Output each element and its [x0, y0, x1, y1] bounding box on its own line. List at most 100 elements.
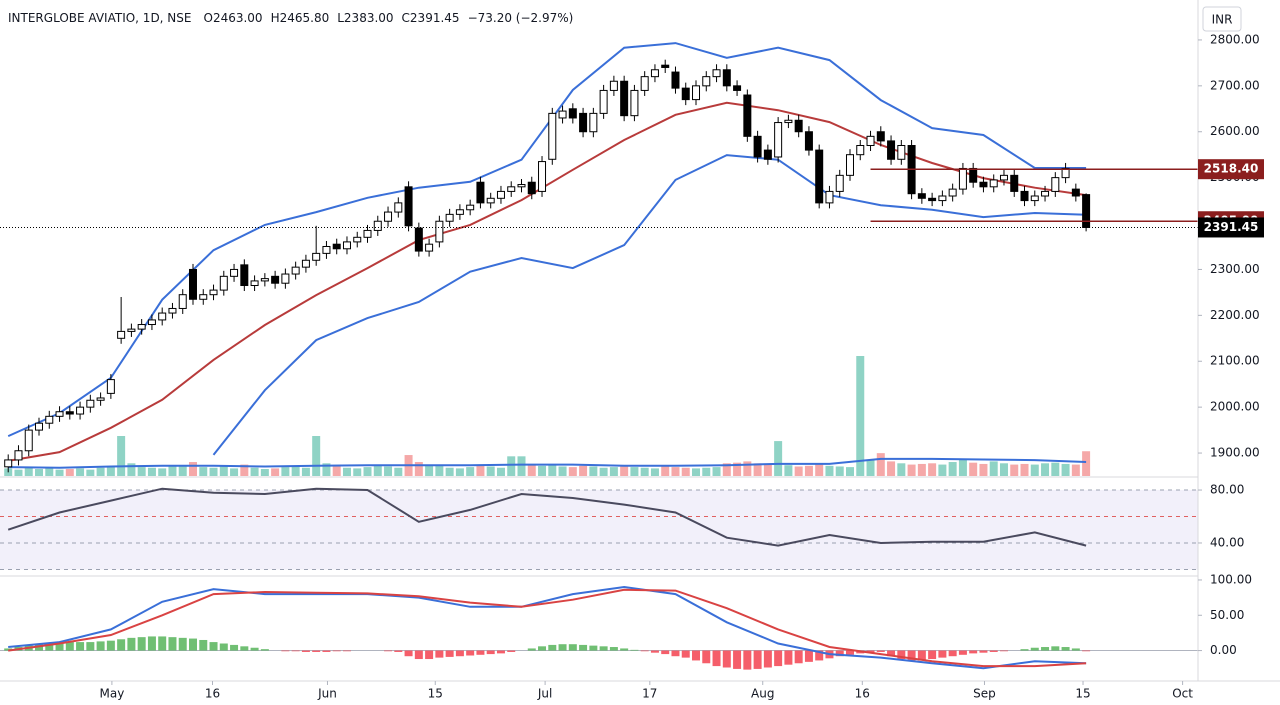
- candle-body: [117, 330, 126, 339]
- ohlc-label: O2463.00: [204, 11, 263, 25]
- candle-body: [815, 149, 824, 204]
- histogram-bar: [928, 650, 937, 660]
- candle-body: [14, 450, 23, 461]
- macd-line: [8, 585, 1087, 670]
- volume-bar: [620, 465, 629, 476]
- candle-body: [856, 145, 865, 156]
- candle-body: [168, 307, 177, 314]
- x-tick-label: Oct: [1172, 687, 1193, 701]
- price-tag: [1198, 159, 1264, 180]
- volume-bar: [96, 467, 105, 476]
- histogram-bar: [1082, 650, 1091, 652]
- y-tick-label: 2700.00: [1210, 78, 1260, 92]
- candle-body: [866, 135, 875, 147]
- candle-body: [548, 112, 557, 160]
- histogram-bar: [127, 637, 136, 651]
- candle-body: [774, 122, 783, 158]
- histogram-bar: [650, 650, 659, 653]
- candle-body: [414, 227, 423, 252]
- candle-body: [260, 278, 269, 282]
- candle-body: [958, 167, 967, 190]
- volume-bar: [117, 436, 126, 476]
- histogram-bar: [209, 642, 218, 651]
- histogram-bar: [45, 643, 54, 651]
- candle-body: [999, 174, 1008, 181]
- candle-body: [630, 89, 639, 117]
- volume-bar: [106, 466, 115, 476]
- histogram-bar: [958, 650, 967, 655]
- x-tick-label: Jul: [537, 687, 552, 701]
- volume-bar: [301, 467, 310, 476]
- x-tick-label: Sep: [973, 687, 996, 701]
- candle-body: [589, 112, 598, 133]
- y-tick-label: 1900.00: [1210, 446, 1260, 460]
- volume-bar: [1041, 463, 1050, 476]
- x-tick-label: May: [99, 687, 124, 701]
- candle-body: [240, 264, 249, 287]
- candle-body: [178, 294, 187, 309]
- histogram-bar: [496, 650, 505, 654]
- histogram-bar: [753, 650, 762, 669]
- volume-bar: [548, 463, 557, 476]
- candle-body: [527, 181, 536, 195]
- candle-body: [271, 275, 280, 284]
- histogram-bar: [599, 646, 608, 651]
- volume-bar: [825, 465, 834, 476]
- volume-bar: [969, 462, 978, 476]
- y-tick-label: 0.00: [1210, 643, 1237, 657]
- price-tag-label: 2391.45: [1204, 220, 1259, 234]
- volume-bar: [640, 467, 649, 476]
- candle-body: [989, 179, 998, 188]
- candle-body: [1010, 174, 1019, 192]
- histogram-bar: [876, 650, 885, 652]
- candle-body: [568, 108, 577, 119]
- histogram-bar: [897, 650, 906, 660]
- histogram-bar: [455, 650, 464, 657]
- histogram-bar: [476, 650, 485, 655]
- volume-bar: [579, 465, 588, 476]
- volume-bar: [455, 468, 464, 476]
- currency-button[interactable]: [1202, 6, 1242, 32]
- volume-bar: [394, 467, 403, 476]
- volume-bar: [897, 463, 906, 476]
- chart-title: INTERGLOBE AVIATIO, 1D, NSE: [8, 11, 192, 25]
- histogram-bar: [938, 650, 947, 658]
- histogram-bar: [384, 650, 393, 652]
- volume-bar: [999, 463, 1008, 476]
- candle-body: [199, 294, 208, 300]
- histogram-bar: [147, 636, 156, 651]
- histogram-bar: [743, 650, 752, 670]
- currency-label[interactable]: INR: [1212, 13, 1233, 27]
- candle-body: [948, 188, 957, 197]
- candle-body: [804, 131, 813, 151]
- volume-bar: [1020, 463, 1029, 476]
- candle-body: [65, 411, 74, 415]
- candle-body: [887, 140, 896, 160]
- candle-body: [466, 204, 475, 211]
- candle-body: [394, 202, 403, 213]
- histogram-bar: [466, 650, 475, 656]
- candle-body: [486, 197, 495, 204]
- histogram-bar: [692, 650, 701, 661]
- volume-bar: [65, 469, 74, 476]
- volume-bar: [876, 453, 885, 476]
- band-line: [7, 42, 1087, 438]
- candle-body: [620, 80, 629, 117]
- histogram-bar: [86, 642, 95, 651]
- candle-body: [353, 236, 362, 243]
- histogram-bar: [445, 650, 454, 657]
- volume-bar: [86, 469, 95, 476]
- candle-body: [1051, 177, 1060, 192]
- candle-body: [250, 280, 259, 287]
- x-tick-label: 16: [205, 687, 220, 701]
- volume-bar: [866, 460, 875, 476]
- candle-body: [979, 181, 988, 188]
- histogram-bar: [579, 644, 588, 651]
- candle-body: [1020, 190, 1029, 202]
- histogram-bar: [845, 650, 854, 655]
- volume-bar: [147, 467, 156, 476]
- histogram-bar: [722, 650, 731, 668]
- candle-body: [733, 85, 742, 91]
- candle-body: [650, 69, 659, 78]
